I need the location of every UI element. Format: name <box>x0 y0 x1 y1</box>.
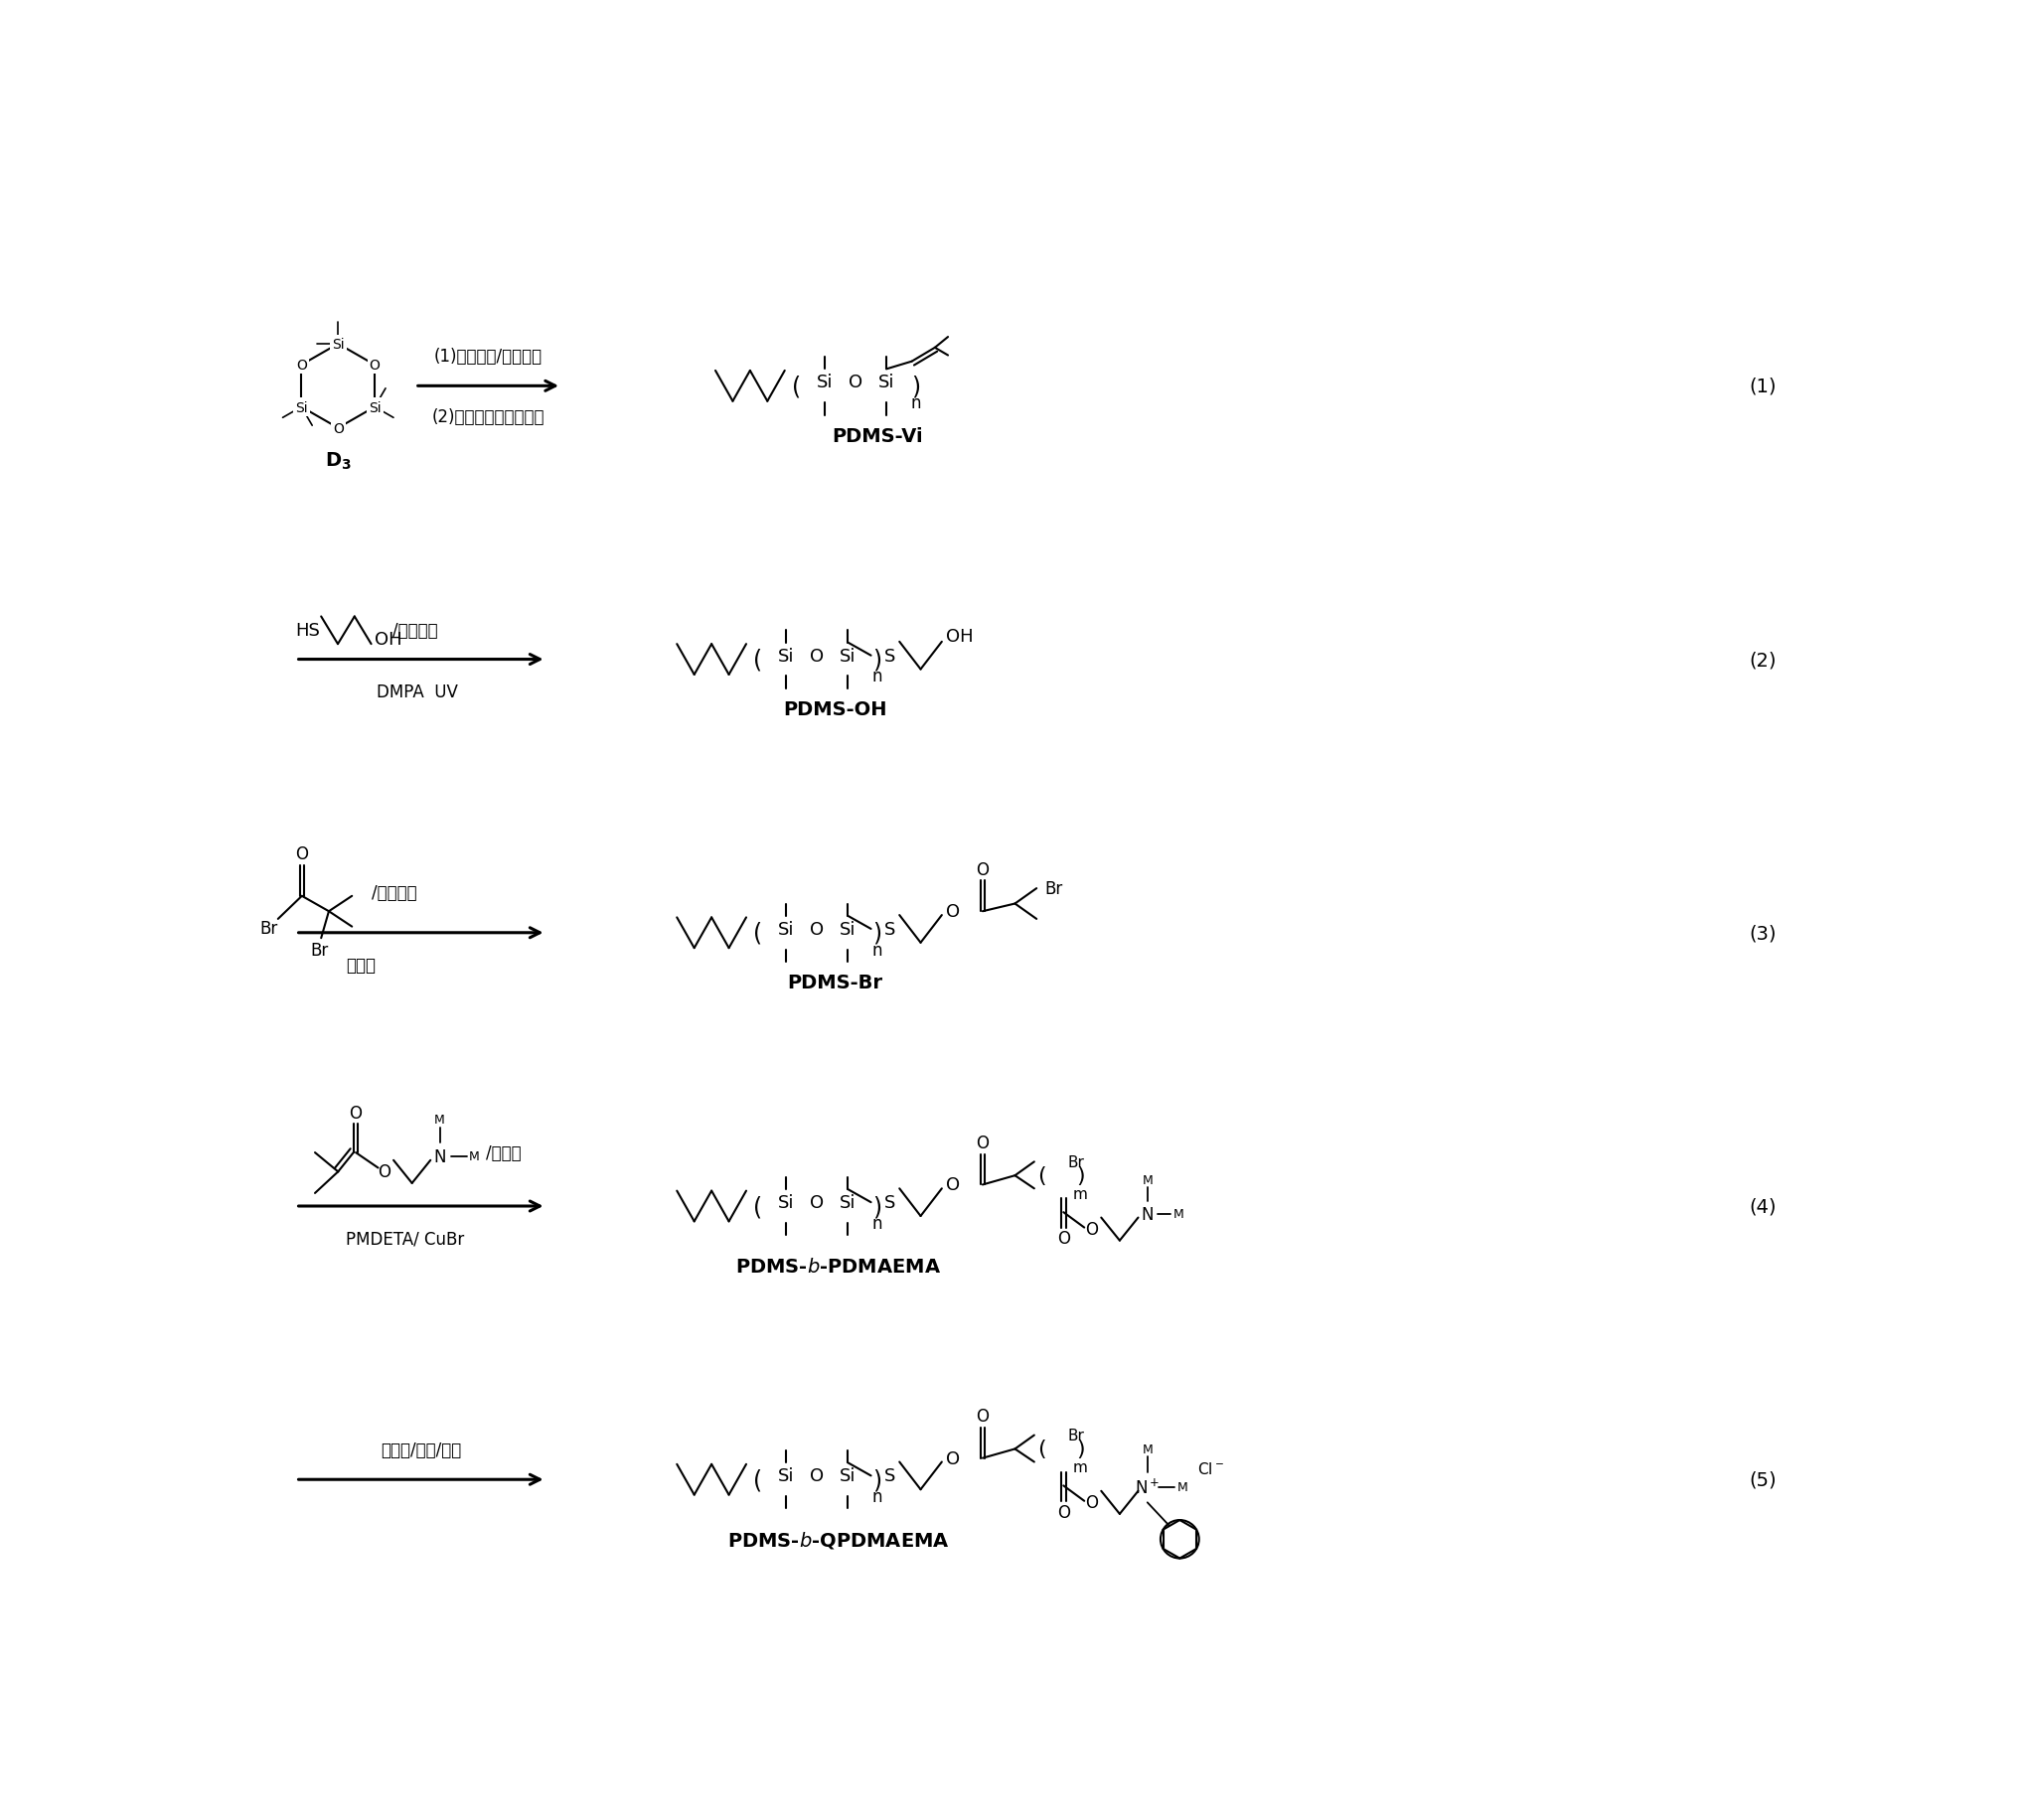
Text: Br: Br <box>1068 1429 1084 1443</box>
Text: Si: Si <box>332 337 344 351</box>
Text: (: ( <box>1037 1440 1045 1460</box>
Text: S: S <box>883 1467 895 1485</box>
Text: Si: Si <box>839 1467 855 1485</box>
Text: Br: Br <box>310 941 328 959</box>
Text: O: O <box>849 373 863 391</box>
Text: Br: Br <box>259 919 278 937</box>
Text: m: m <box>1072 1187 1088 1201</box>
Text: O: O <box>946 1449 960 1467</box>
Text: Br: Br <box>1068 1154 1084 1170</box>
Text: O: O <box>332 422 342 435</box>
Text: /四氢呋喃: /四氢呋喃 <box>393 622 438 639</box>
Text: O: O <box>810 1467 825 1485</box>
Text: ): ) <box>871 648 881 672</box>
Text: OH: OH <box>946 628 972 644</box>
Text: O: O <box>810 921 825 939</box>
Text: HS: HS <box>296 622 320 639</box>
Text: O: O <box>810 1194 825 1212</box>
Text: M: M <box>468 1150 480 1163</box>
Text: PDMS-$\mathit{b}$-QPDMAEMA: PDMS-$\mathit{b}$-QPDMAEMA <box>727 1529 950 1549</box>
Text: ): ) <box>1076 1440 1084 1460</box>
Text: ): ) <box>871 1194 881 1218</box>
Text: O: O <box>1086 1221 1098 1238</box>
Text: ): ) <box>871 1467 881 1492</box>
Text: O: O <box>377 1163 391 1181</box>
Text: (4): (4) <box>1748 1198 1775 1216</box>
Text: n: n <box>871 1214 881 1232</box>
Text: PMDETA/ CuBr: PMDETA/ CuBr <box>346 1229 464 1247</box>
Text: Si: Si <box>778 1194 794 1212</box>
Text: O: O <box>977 861 989 879</box>
Text: (2)二甲基乙烯基氯硅烷: (2)二甲基乙烯基氯硅烷 <box>432 408 545 426</box>
Text: Si: Si <box>839 921 855 939</box>
Text: Si: Si <box>369 400 381 415</box>
Text: ): ) <box>1076 1167 1084 1187</box>
Text: (: ( <box>754 1467 762 1492</box>
Text: M: M <box>1141 1443 1153 1456</box>
Text: N: N <box>434 1148 446 1165</box>
Text: Br: Br <box>1043 879 1062 897</box>
Text: $\mathbf{D_3}$: $\mathbf{D_3}$ <box>324 450 350 471</box>
Text: O: O <box>810 648 825 664</box>
Text: n: n <box>910 395 920 413</box>
Text: ): ) <box>871 921 881 945</box>
Text: PDMS-$\mathit{b}$-PDMAEMA: PDMS-$\mathit{b}$-PDMAEMA <box>735 1256 942 1276</box>
Text: Si: Si <box>816 373 833 391</box>
Text: S: S <box>883 921 895 939</box>
Text: M: M <box>434 1114 446 1127</box>
Text: Cl$^-$: Cl$^-$ <box>1197 1460 1224 1476</box>
Text: n: n <box>871 668 881 686</box>
Text: (: ( <box>754 1194 762 1218</box>
Text: O: O <box>977 1407 989 1425</box>
Text: S: S <box>883 1194 895 1212</box>
Text: Si: Si <box>296 400 308 415</box>
Text: Si: Si <box>778 921 794 939</box>
Text: Si: Si <box>839 1194 855 1212</box>
Text: ): ) <box>910 375 920 399</box>
Text: O: O <box>369 359 381 373</box>
Text: m: m <box>1072 1460 1088 1474</box>
Text: (: ( <box>792 375 800 399</box>
Text: n: n <box>871 1487 881 1505</box>
Text: PDMS-OH: PDMS-OH <box>782 701 885 719</box>
Text: PDMS-Vi: PDMS-Vi <box>831 428 922 446</box>
Text: Si: Si <box>839 648 855 664</box>
Text: M: M <box>1173 1208 1183 1221</box>
Text: Si: Si <box>877 373 893 391</box>
Text: O: O <box>946 1176 960 1194</box>
Text: O: O <box>977 1134 989 1152</box>
Text: (5): (5) <box>1748 1471 1775 1489</box>
Text: (2): (2) <box>1748 650 1775 670</box>
Text: S: S <box>883 648 895 664</box>
Text: Si: Si <box>778 648 794 664</box>
Text: O: O <box>1056 1503 1070 1522</box>
Text: O: O <box>946 903 960 921</box>
Text: O: O <box>1086 1494 1098 1512</box>
Text: (: ( <box>754 921 762 945</box>
Text: OH: OH <box>375 630 403 648</box>
Text: (1)正丁基锂/四氢呋喃: (1)正丁基锂/四氢呋喃 <box>434 348 543 366</box>
Text: O: O <box>296 359 306 373</box>
Text: N$^+$: N$^+$ <box>1135 1478 1159 1496</box>
Text: N: N <box>1141 1205 1153 1223</box>
Text: O: O <box>1056 1230 1070 1247</box>
Text: (3): (3) <box>1748 925 1775 943</box>
Text: M: M <box>1141 1174 1153 1187</box>
Text: Si: Si <box>778 1467 794 1485</box>
Text: n: n <box>871 941 881 959</box>
Text: (: ( <box>754 648 762 672</box>
Text: (1): (1) <box>1748 377 1775 397</box>
Text: PDMS-Br: PDMS-Br <box>786 974 881 992</box>
Text: /异丙醇: /异丙醇 <box>486 1145 521 1161</box>
Text: 三乙胺: 三乙胺 <box>346 956 375 974</box>
Text: DMPA  UV: DMPA UV <box>377 682 458 701</box>
Text: /四氢呋喃: /四氢呋喃 <box>371 885 415 901</box>
Text: (: ( <box>1037 1167 1045 1187</box>
Text: M: M <box>1177 1481 1187 1494</box>
Text: O: O <box>296 846 308 863</box>
Text: 氯化苄/甲苯/乙醇: 氯化苄/甲苯/乙醇 <box>381 1440 462 1458</box>
Text: O: O <box>348 1105 363 1123</box>
